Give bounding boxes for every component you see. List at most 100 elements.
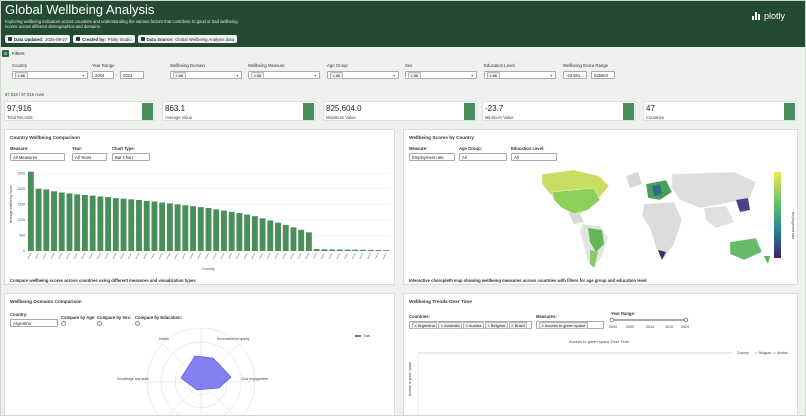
choropleth-map[interactable]: Employment rate — [404, 164, 799, 274]
chip[interactable]: × Australia — [438, 321, 463, 329]
bar[interactable] — [89, 195, 96, 251]
map-age-select[interactable]: All — [459, 153, 507, 161]
year-range-slider[interactable]: 2004 2009 2014 2019 2024 — [609, 316, 693, 330]
filters-toggle[interactable]: ☰ Filters — [2, 50, 25, 57]
domain-select[interactable]: × All ▼ — [170, 71, 242, 79]
year-select[interactable]: All Years — [72, 153, 107, 161]
chip[interactable]: × All — [15, 71, 28, 79]
bar[interactable] — [336, 249, 343, 251]
bar[interactable] — [66, 193, 73, 251]
education-select[interactable]: × All ▼ — [484, 71, 556, 79]
bar[interactable] — [143, 200, 150, 251]
bar[interactable] — [236, 213, 243, 251]
chip[interactable]: × Access to green space — [539, 321, 588, 329]
bar[interactable] — [174, 204, 181, 251]
trend-measures-select[interactable]: × Access to green space — [536, 321, 604, 329]
slider-handle-left[interactable] — [609, 317, 615, 323]
bar[interactable] — [81, 195, 88, 251]
bar[interactable] — [51, 191, 57, 251]
bar[interactable] — [105, 197, 112, 251]
slider-handle-right[interactable] — [683, 317, 689, 323]
bar[interactable] — [151, 201, 158, 251]
measure-select[interactable]: All Measures — [10, 153, 65, 161]
radar-chart: Health Environmental quality Civic engag… — [117, 328, 370, 416]
bar[interactable] — [35, 188, 42, 251]
bar[interactable] — [298, 229, 305, 251]
bar[interactable] — [344, 249, 351, 251]
x-tick-label — [27, 252, 32, 260]
filter-icon: ☰ — [2, 50, 9, 57]
year-from-input[interactable]: 2004 — [92, 71, 114, 79]
chip[interactable]: × Brazil — [508, 321, 528, 329]
bar[interactable] — [27, 171, 34, 251]
bar[interactable] — [352, 249, 359, 251]
panel-caption: Interactive choropleth map showing wellb… — [409, 278, 647, 283]
chip[interactable]: × Belgium — [484, 321, 508, 329]
map-measure-select[interactable]: Employment rate — [409, 153, 455, 161]
bar[interactable] — [275, 222, 281, 251]
bar[interactable] — [43, 189, 50, 251]
bar[interactable] — [182, 205, 189, 251]
bar[interactable] — [136, 199, 142, 251]
bar[interactable] — [313, 249, 320, 251]
compare-edu-toggle[interactable] — [135, 321, 140, 326]
bar[interactable] — [128, 199, 135, 251]
bar[interactable] — [97, 196, 104, 251]
x-tick-label — [359, 252, 364, 260]
score-to-input[interactable]: 825604 — [591, 71, 615, 79]
compare-sex-toggle[interactable] — [97, 321, 102, 326]
trend-countries-select[interactable]: × Argentina × Australia × Austria × Belg… — [409, 321, 532, 329]
age-group-select[interactable]: × All ▼ — [327, 71, 399, 79]
bar[interactable] — [74, 194, 81, 251]
compare-age-toggle[interactable] — [61, 321, 66, 326]
chip[interactable]: × All — [173, 71, 186, 79]
map-edu-select[interactable]: All — [511, 153, 557, 161]
bar[interactable] — [166, 203, 173, 251]
bar[interactable] — [329, 249, 336, 251]
x-tick-label — [127, 252, 132, 260]
bar[interactable] — [259, 218, 266, 251]
bar[interactable] — [205, 208, 212, 251]
bar[interactable] — [190, 206, 196, 251]
chart-type-label: Chart Type: — [112, 146, 135, 151]
bar[interactable] — [58, 192, 65, 251]
bar[interactable] — [159, 202, 166, 251]
chip[interactable]: × All — [251, 71, 264, 79]
country-select[interactable]: × All ▼ — [12, 71, 88, 79]
domain-label: Wellbeing Domain — [170, 63, 205, 68]
bar[interactable] — [228, 211, 235, 251]
chip[interactable]: × All — [330, 71, 343, 79]
bar[interactable] — [375, 250, 382, 251]
bar[interactable] — [305, 232, 312, 251]
measure-select[interactable]: × All ▼ — [248, 71, 320, 79]
bar[interactable] — [213, 209, 220, 251]
bar[interactable] — [221, 210, 227, 251]
bar[interactable] — [112, 198, 119, 251]
bar[interactable] — [244, 214, 251, 251]
bar[interactable] — [282, 224, 289, 251]
compare-edu-label: Compare by Education: — [135, 315, 182, 320]
chip[interactable]: × All — [487, 71, 500, 79]
bar[interactable] — [367, 249, 374, 251]
year-to-input[interactable]: 2024 — [120, 71, 144, 79]
bar[interactable] — [251, 216, 258, 251]
bar[interactable] — [267, 220, 274, 251]
domain-country-select[interactable]: Argentina — [10, 319, 58, 327]
bar[interactable] — [321, 249, 328, 251]
x-tick-label — [112, 252, 117, 260]
bar[interactable] — [120, 198, 127, 251]
year-label: Year: — [72, 146, 83, 151]
chip[interactable]: × Argentina — [412, 321, 438, 329]
chip[interactable]: × All — [408, 71, 421, 79]
x-tick-label — [73, 252, 78, 260]
bar[interactable] — [383, 250, 390, 251]
chip[interactable]: × Austria — [463, 321, 484, 329]
x-tick-label — [81, 252, 86, 260]
score-from-input[interactable]: -23.681... — [563, 71, 587, 79]
bar[interactable] — [360, 249, 366, 251]
bar[interactable] — [197, 207, 204, 251]
bar[interactable] — [290, 227, 297, 251]
chevron-down-icon: ▼ — [392, 74, 396, 78]
chart-type-select[interactable]: Bar Chart — [112, 153, 150, 161]
sex-select[interactable]: × All ▼ — [405, 71, 477, 79]
